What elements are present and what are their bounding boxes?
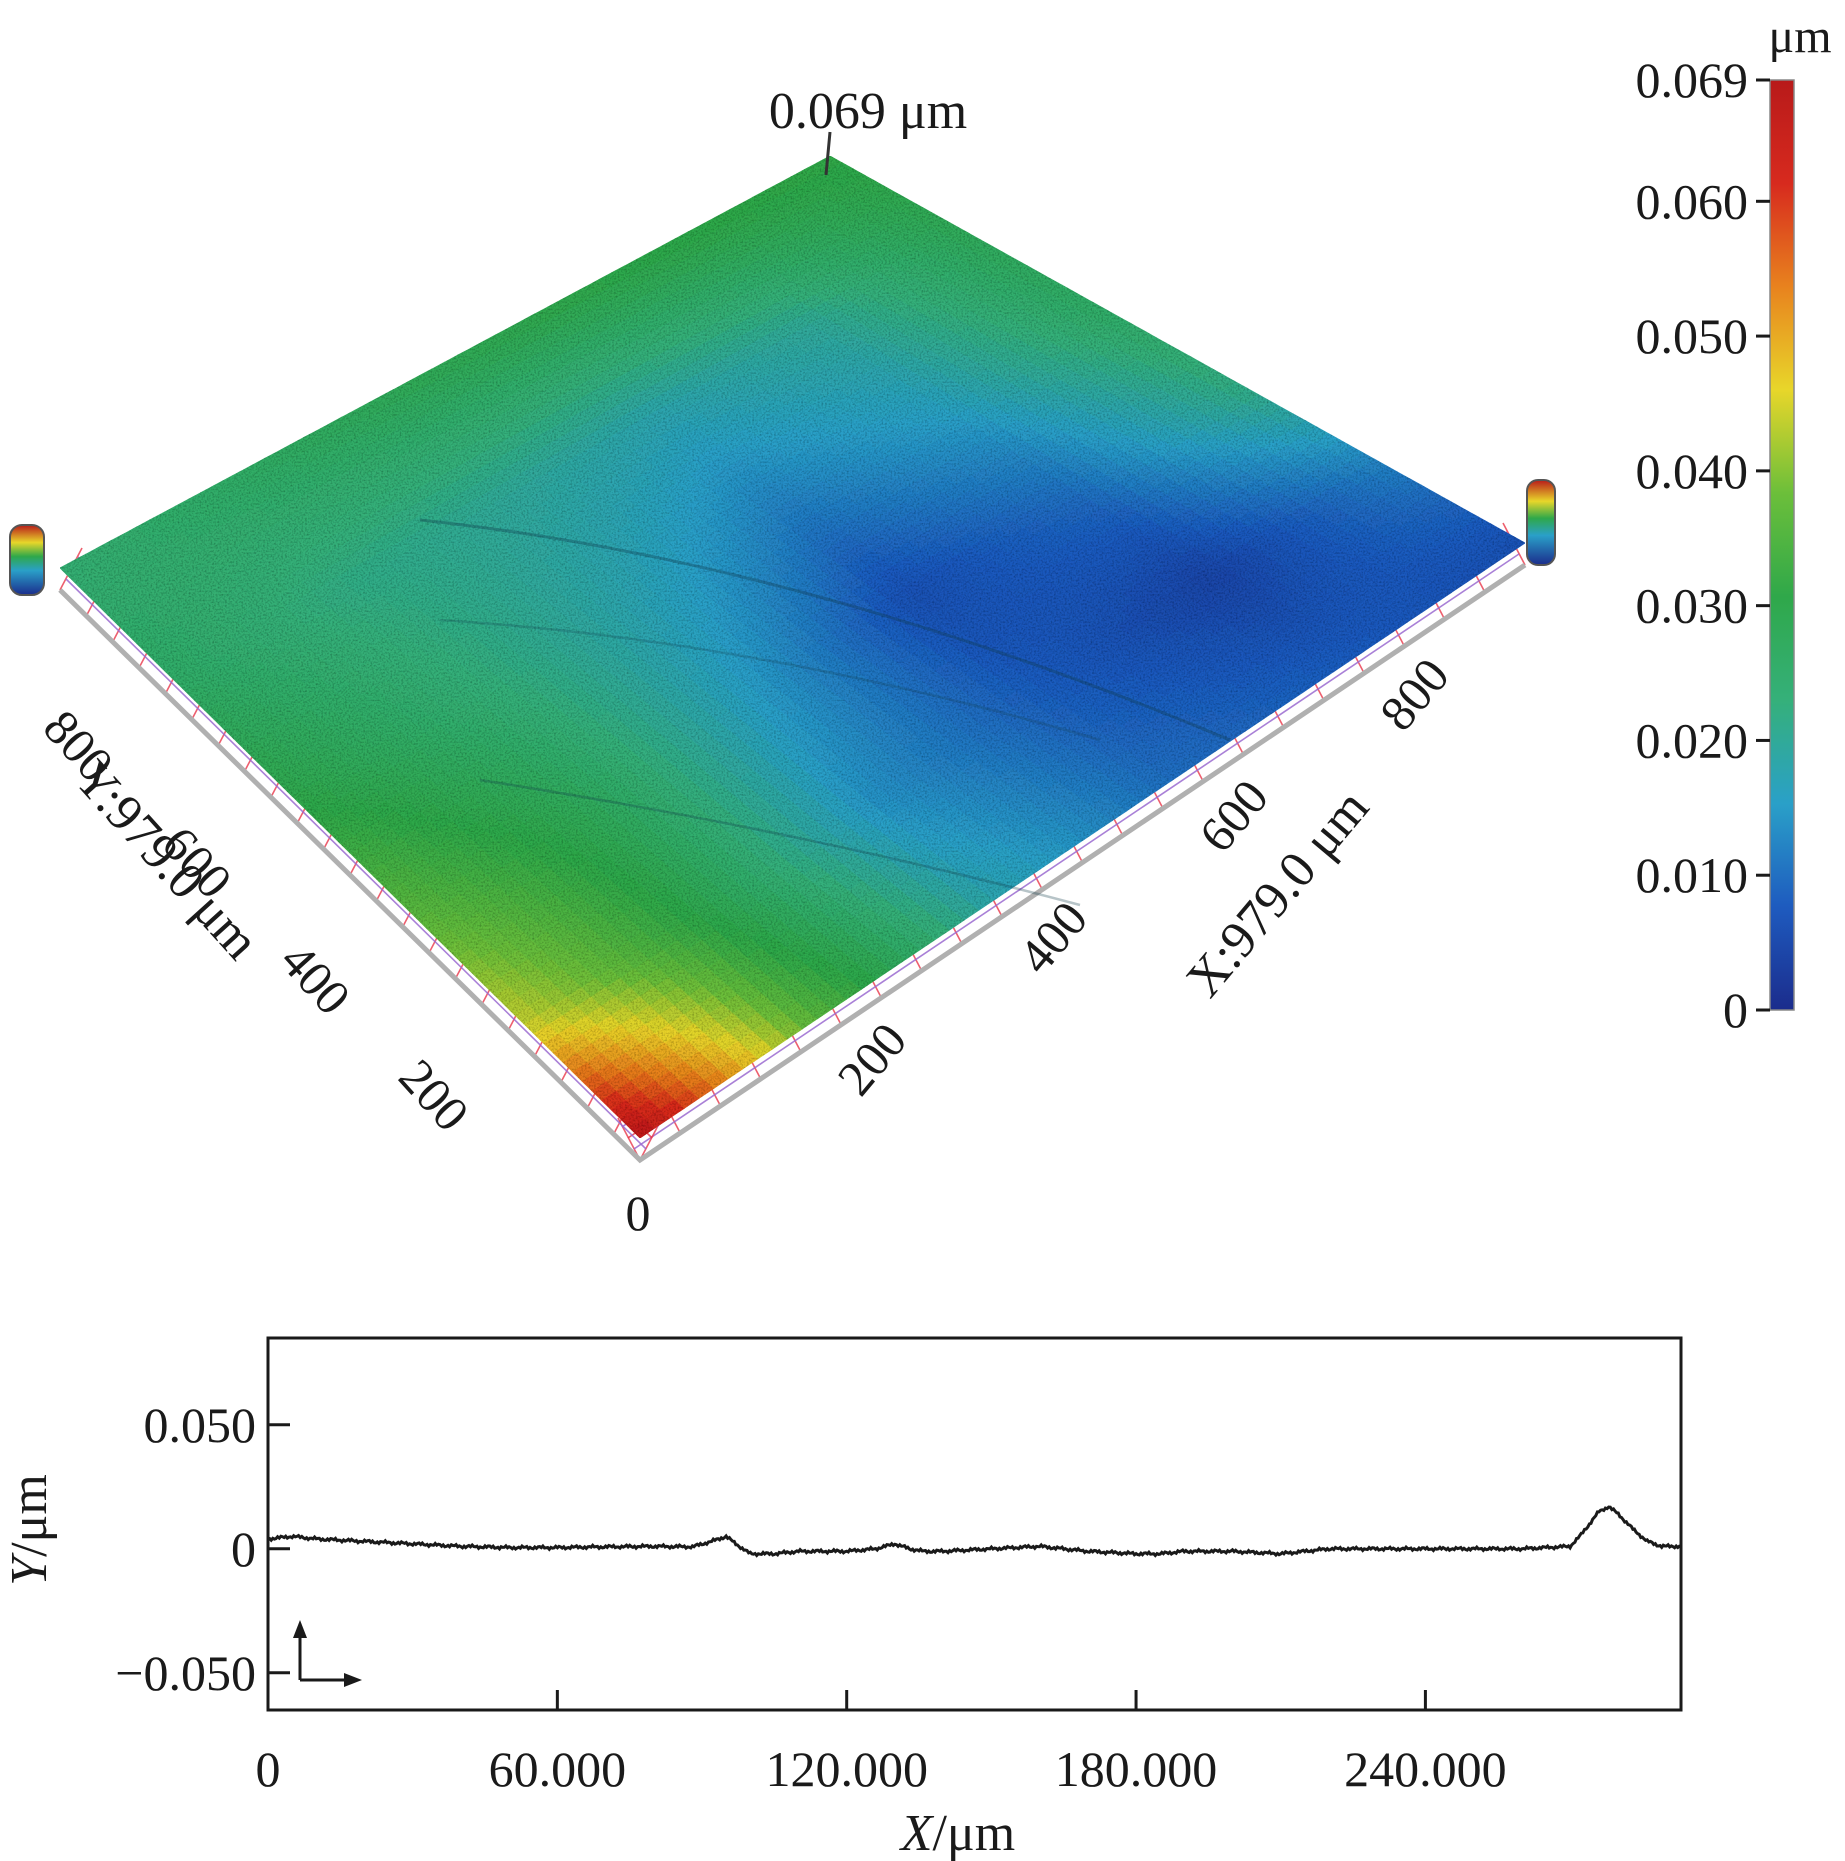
colorbar-tick-label: 0.010 (1636, 847, 1749, 903)
x-tick-label: 0 (256, 1741, 281, 1797)
y-axis-label: Y/μm (1, 1474, 58, 1586)
left-corner-pin (9, 524, 45, 596)
x-axis-label: X/μm (899, 1805, 1016, 1861)
y-tick-label: 0 (231, 1521, 256, 1577)
surface-scratches (419, 518, 1231, 907)
surface-cells (59, 155, 1526, 1139)
x-axis-ticks: 0 60.000 120.000 180.000 240.000 (256, 1690, 1507, 1797)
colorbar-ticks: 0.069 0.060 0.050 0.040 0.030 0.020 0.010 0 (1636, 52, 1770, 1038)
colorbar-bar (1769, 79, 1795, 1011)
peak-leader-line (824, 131, 832, 176)
x-axis-label-unit: /μm (932, 1805, 1015, 1861)
right-corner-pin (1526, 479, 1556, 566)
colorbar-tick-label: 0 (1723, 982, 1748, 1038)
plot-frame (266, 1336, 1683, 1712)
y-axis-title-3d: Y:979.0 μm (63, 750, 270, 971)
colorbar-tick-label: 0.020 (1636, 712, 1749, 768)
floor-grid-line (633, 553, 1520, 1150)
orientation-arrows-icon (293, 1620, 362, 1687)
y-axis-ticks: 0.050 0 −0.050 (115, 1397, 290, 1701)
y-axis-label-var: Y (1, 1552, 58, 1586)
y-tick-label-3d: 200 (388, 1048, 480, 1141)
peak-label: 0.069 μm (769, 83, 967, 140)
colorbar-tick-label: 0.069 (1636, 52, 1749, 108)
x-tick-label: 180.000 (1055, 1741, 1218, 1797)
surface-cell (816, 155, 843, 170)
floor-base-edge (58, 562, 1527, 1164)
colorbar: μm 0.069 0.060 0.050 0.040 0.030 0.020 0.010 0 (1636, 10, 1832, 1038)
y-tick-label: −0.050 (115, 1645, 256, 1701)
x-tick-label: 60.000 (489, 1741, 627, 1797)
colorbar-unit: μm (1768, 10, 1831, 63)
profile-line (268, 1505, 1681, 1558)
colorbar-tick-label: 0.050 (1636, 308, 1749, 364)
colorbar-tick-label: 0.060 (1636, 173, 1749, 229)
y-tick-label-3d: 400 (270, 932, 362, 1025)
x-tick-label: 240.000 (1344, 1741, 1507, 1797)
floor-grid-line (65, 578, 647, 1150)
x-tick-label-3d: 0 (626, 1185, 651, 1241)
colorbar-tick-label: 0.030 (1636, 578, 1749, 634)
y-axis-label-unit: /μm (1, 1474, 58, 1557)
colorbar-tick-label: 0.040 (1636, 443, 1749, 499)
y-tick-label: 0.050 (144, 1397, 257, 1453)
x-axis-label-var: X (899, 1805, 935, 1861)
corner-pins (9, 479, 1556, 596)
profile-plot: 0 60.000 120.000 180.000 240.000 0.0500−0.05… (1, 1336, 1683, 1861)
x-tick-label: 120.000 (765, 1741, 928, 1797)
